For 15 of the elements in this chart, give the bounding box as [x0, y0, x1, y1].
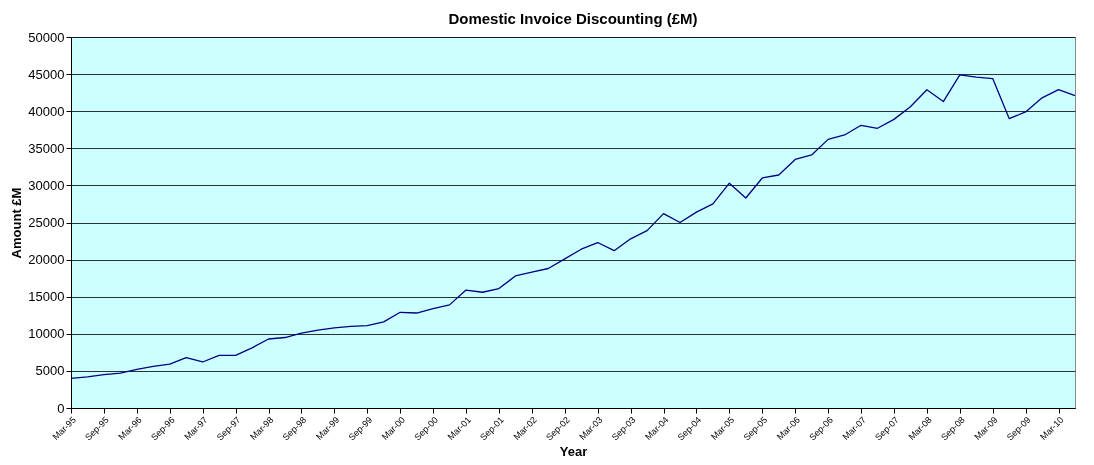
y-tick-label: 45000 — [28, 66, 65, 82]
line-series — [70, 74, 1076, 379]
y-tick-label: 40000 — [28, 103, 65, 119]
y-tick-label: 10000 — [28, 326, 65, 342]
chart-title: Domestic Invoice Discounting (£M) — [448, 10, 698, 27]
y-tick-label: 35000 — [28, 140, 65, 156]
y-tick-label: 0 — [57, 400, 65, 416]
y-tick-label: 15000 — [28, 289, 65, 305]
y-tick-label: 25000 — [28, 215, 65, 230]
y-tick-label: 30000 — [28, 177, 65, 193]
x-axis-title: Year — [559, 444, 588, 460]
y-tick-label: 20000 — [28, 252, 65, 268]
y-tick-label: 50000 — [28, 29, 65, 45]
y-axis-title: Amount £M — [9, 187, 25, 259]
y-tick-label: 5000 — [35, 363, 65, 379]
